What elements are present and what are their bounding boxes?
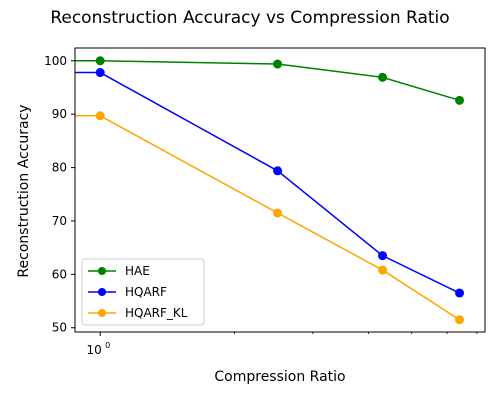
plot-area (75, 56, 465, 325)
data-point-hqarf-3 (455, 288, 465, 298)
plot-frame (74, 47, 486, 333)
axes: 50 60 70 80 90 100 10 0 (44, 54, 478, 357)
y-tick-label-60: 60 (52, 267, 67, 281)
y-tick-label-90: 90 (52, 107, 67, 121)
legend-label-hqarf_kl: HQARF_KL (125, 306, 188, 320)
x-axis-label: Compression Ratio (214, 369, 345, 385)
legend-label-hae: HAE (125, 264, 150, 278)
data-point-hae-2 (378, 72, 388, 82)
data-point-hqarf_kl-2 (378, 265, 388, 275)
data-point-hqarf_kl-1 (273, 208, 283, 218)
y-axis-label: Reconstruction Accuracy (16, 104, 32, 277)
legend-swatch-marker (98, 288, 106, 296)
x-tick-exponent-0: 0 (105, 341, 110, 350)
legend-box (81, 258, 205, 326)
legend-swatch-marker (98, 267, 106, 275)
y-tick-label-70: 70 (52, 214, 67, 228)
data-point-hqarf-2 (378, 251, 388, 261)
data-point-hqarf-1 (273, 166, 283, 176)
y-tick-label-100: 100 (44, 54, 67, 68)
series-line-hae (75, 60, 460, 102)
data-point-hae-1 (273, 59, 283, 69)
chart-title: Reconstruction Accuracy vs Compression R… (50, 8, 449, 28)
data-point-hqarf-0 (95, 68, 105, 78)
data-point-hqarf_kl-3 (455, 315, 465, 325)
data-point-hqarf_kl-0 (95, 111, 105, 121)
y-tick-label-50: 50 (52, 321, 67, 335)
data-point-hae-3 (455, 95, 465, 105)
y-tick-label-80: 80 (52, 161, 67, 175)
legend-swatch-marker (98, 309, 106, 317)
legend: HAE HQARF HQARF_KL (81, 258, 205, 326)
x-tick-label-0: 10 (87, 343, 102, 357)
legend-label-hqarf: HQARF (125, 285, 167, 299)
data-point-hae-0 (95, 56, 105, 66)
